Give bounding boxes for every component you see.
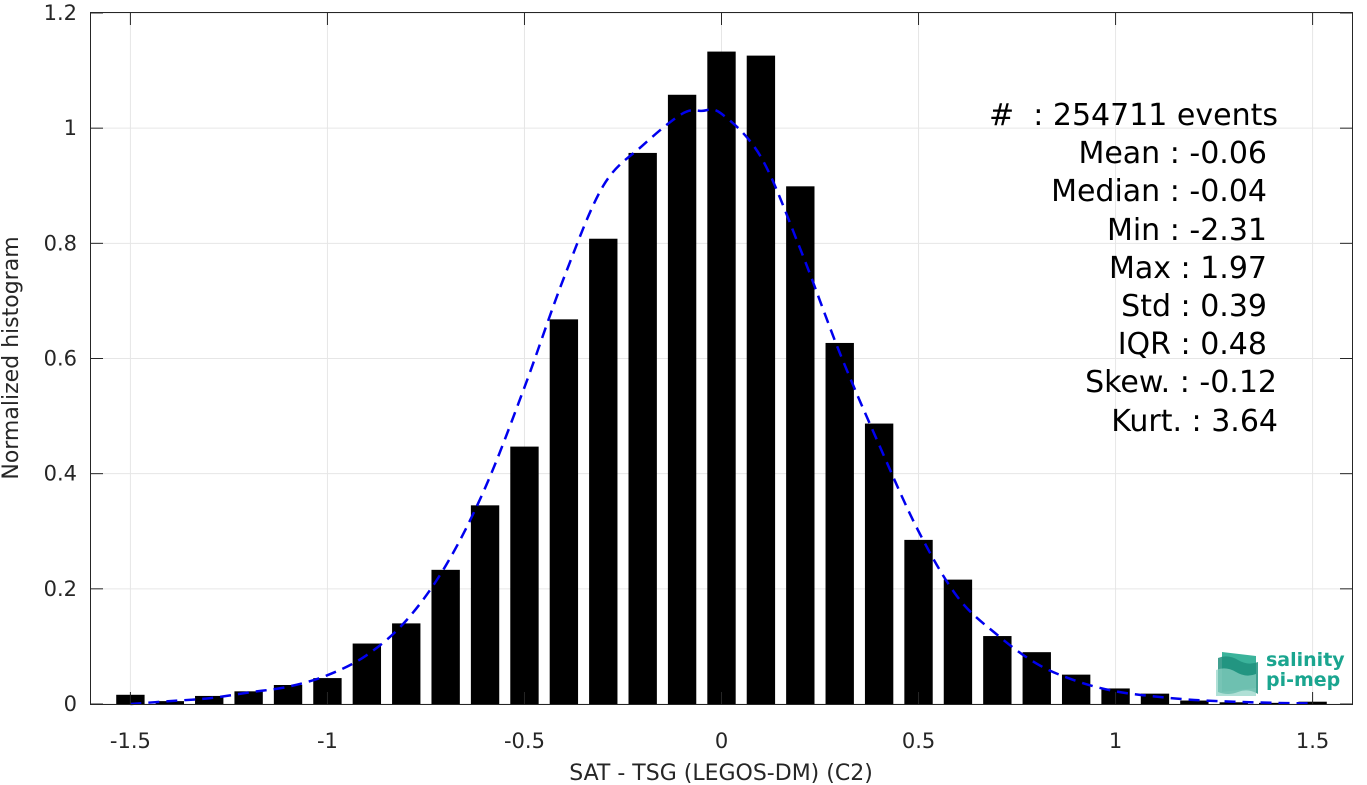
x-tick-label: 1 [1109, 729, 1122, 753]
stat-line: Kurt. : 3.64 [1111, 403, 1278, 439]
histogram-bar [983, 636, 1012, 704]
histogram-bars [116, 51, 1327, 705]
y-tick-label: 0 [64, 692, 77, 716]
x-axis-ticks: -1.5 -1 -0.5 0 0.5 1 1.5 [110, 13, 1329, 753]
logo-line1: salinity [1266, 649, 1345, 671]
histogram-bar [667, 94, 697, 705]
histogram-bar [431, 569, 460, 704]
x-tick-label: -1 [317, 729, 338, 753]
x-axis-label: SAT - TSG (LEGOS-DM) (C2) [569, 761, 873, 785]
y-tick-label: 0.8 [44, 231, 77, 255]
y-tick-label: 1.2 [44, 1, 77, 25]
stat-line: Min : -2.31 [1106, 212, 1267, 248]
y-tick-label: 0.4 [44, 462, 77, 486]
histogram-bar [904, 539, 933, 704]
histogram-bar [549, 319, 579, 704]
x-tick-label: -0.5 [504, 729, 545, 753]
stat-line: Std : 0.39 [1121, 289, 1267, 324]
histogram-bar [273, 684, 303, 704]
histogram-bar [943, 579, 973, 704]
fit-curve [130, 108, 1313, 706]
histogram-bar [155, 701, 184, 704]
stat-line: Mean : -0.06 [1078, 136, 1267, 172]
histogram-bar [864, 423, 894, 704]
histogram-bar [746, 55, 776, 704]
salinity-pi-mep-logo: salinity pi-mep [1216, 646, 1346, 698]
histogram-bar [510, 446, 539, 704]
x-tick-label: 0.5 [902, 729, 935, 753]
histogram-bar [628, 152, 657, 705]
histogram-bar [470, 505, 500, 704]
histogram-bar [1140, 693, 1170, 704]
stat-line: Skew. : -0.12 [1085, 365, 1277, 401]
y-tick-label: 0.2 [44, 577, 77, 601]
stat-line: Max : 1.97 [1109, 250, 1267, 286]
x-tick-label: 0 [715, 729, 728, 753]
x-tick-label: -1.5 [110, 729, 151, 753]
histogram-bar [352, 643, 382, 704]
histogram-bar [1259, 702, 1288, 704]
logo-line2: pi-mep [1266, 669, 1341, 691]
histogram-bar [1022, 652, 1051, 704]
histogram-bar [786, 186, 815, 705]
plot-frame [90, 12, 1353, 705]
histogram-bar [825, 342, 854, 704]
wave-logo-icon [1216, 652, 1258, 696]
histogram-bar [1061, 674, 1091, 704]
y-tick-label: 0.6 [44, 347, 77, 371]
stat-line: IQR : 0.48 [1117, 327, 1267, 363]
stat-line: Median : -0.04 [1051, 174, 1267, 210]
stat-line: # : 254711 events [989, 98, 1278, 133]
histogram-bar [392, 623, 421, 704]
y-axis-ticks: 0 0.2 0.4 0.6 0.8 1 1.2 [44, 1, 1352, 716]
histogram-bar [589, 238, 618, 704]
histogram-bar [195, 695, 224, 704]
y-axis-label: Normalized histogram [0, 236, 24, 479]
x-tick-label: 1.5 [1296, 729, 1329, 753]
histogram-bar [1219, 702, 1248, 704]
y-tick-label: 1 [64, 116, 77, 140]
histogram-bar [1180, 700, 1209, 704]
histogram-bar [707, 51, 736, 705]
